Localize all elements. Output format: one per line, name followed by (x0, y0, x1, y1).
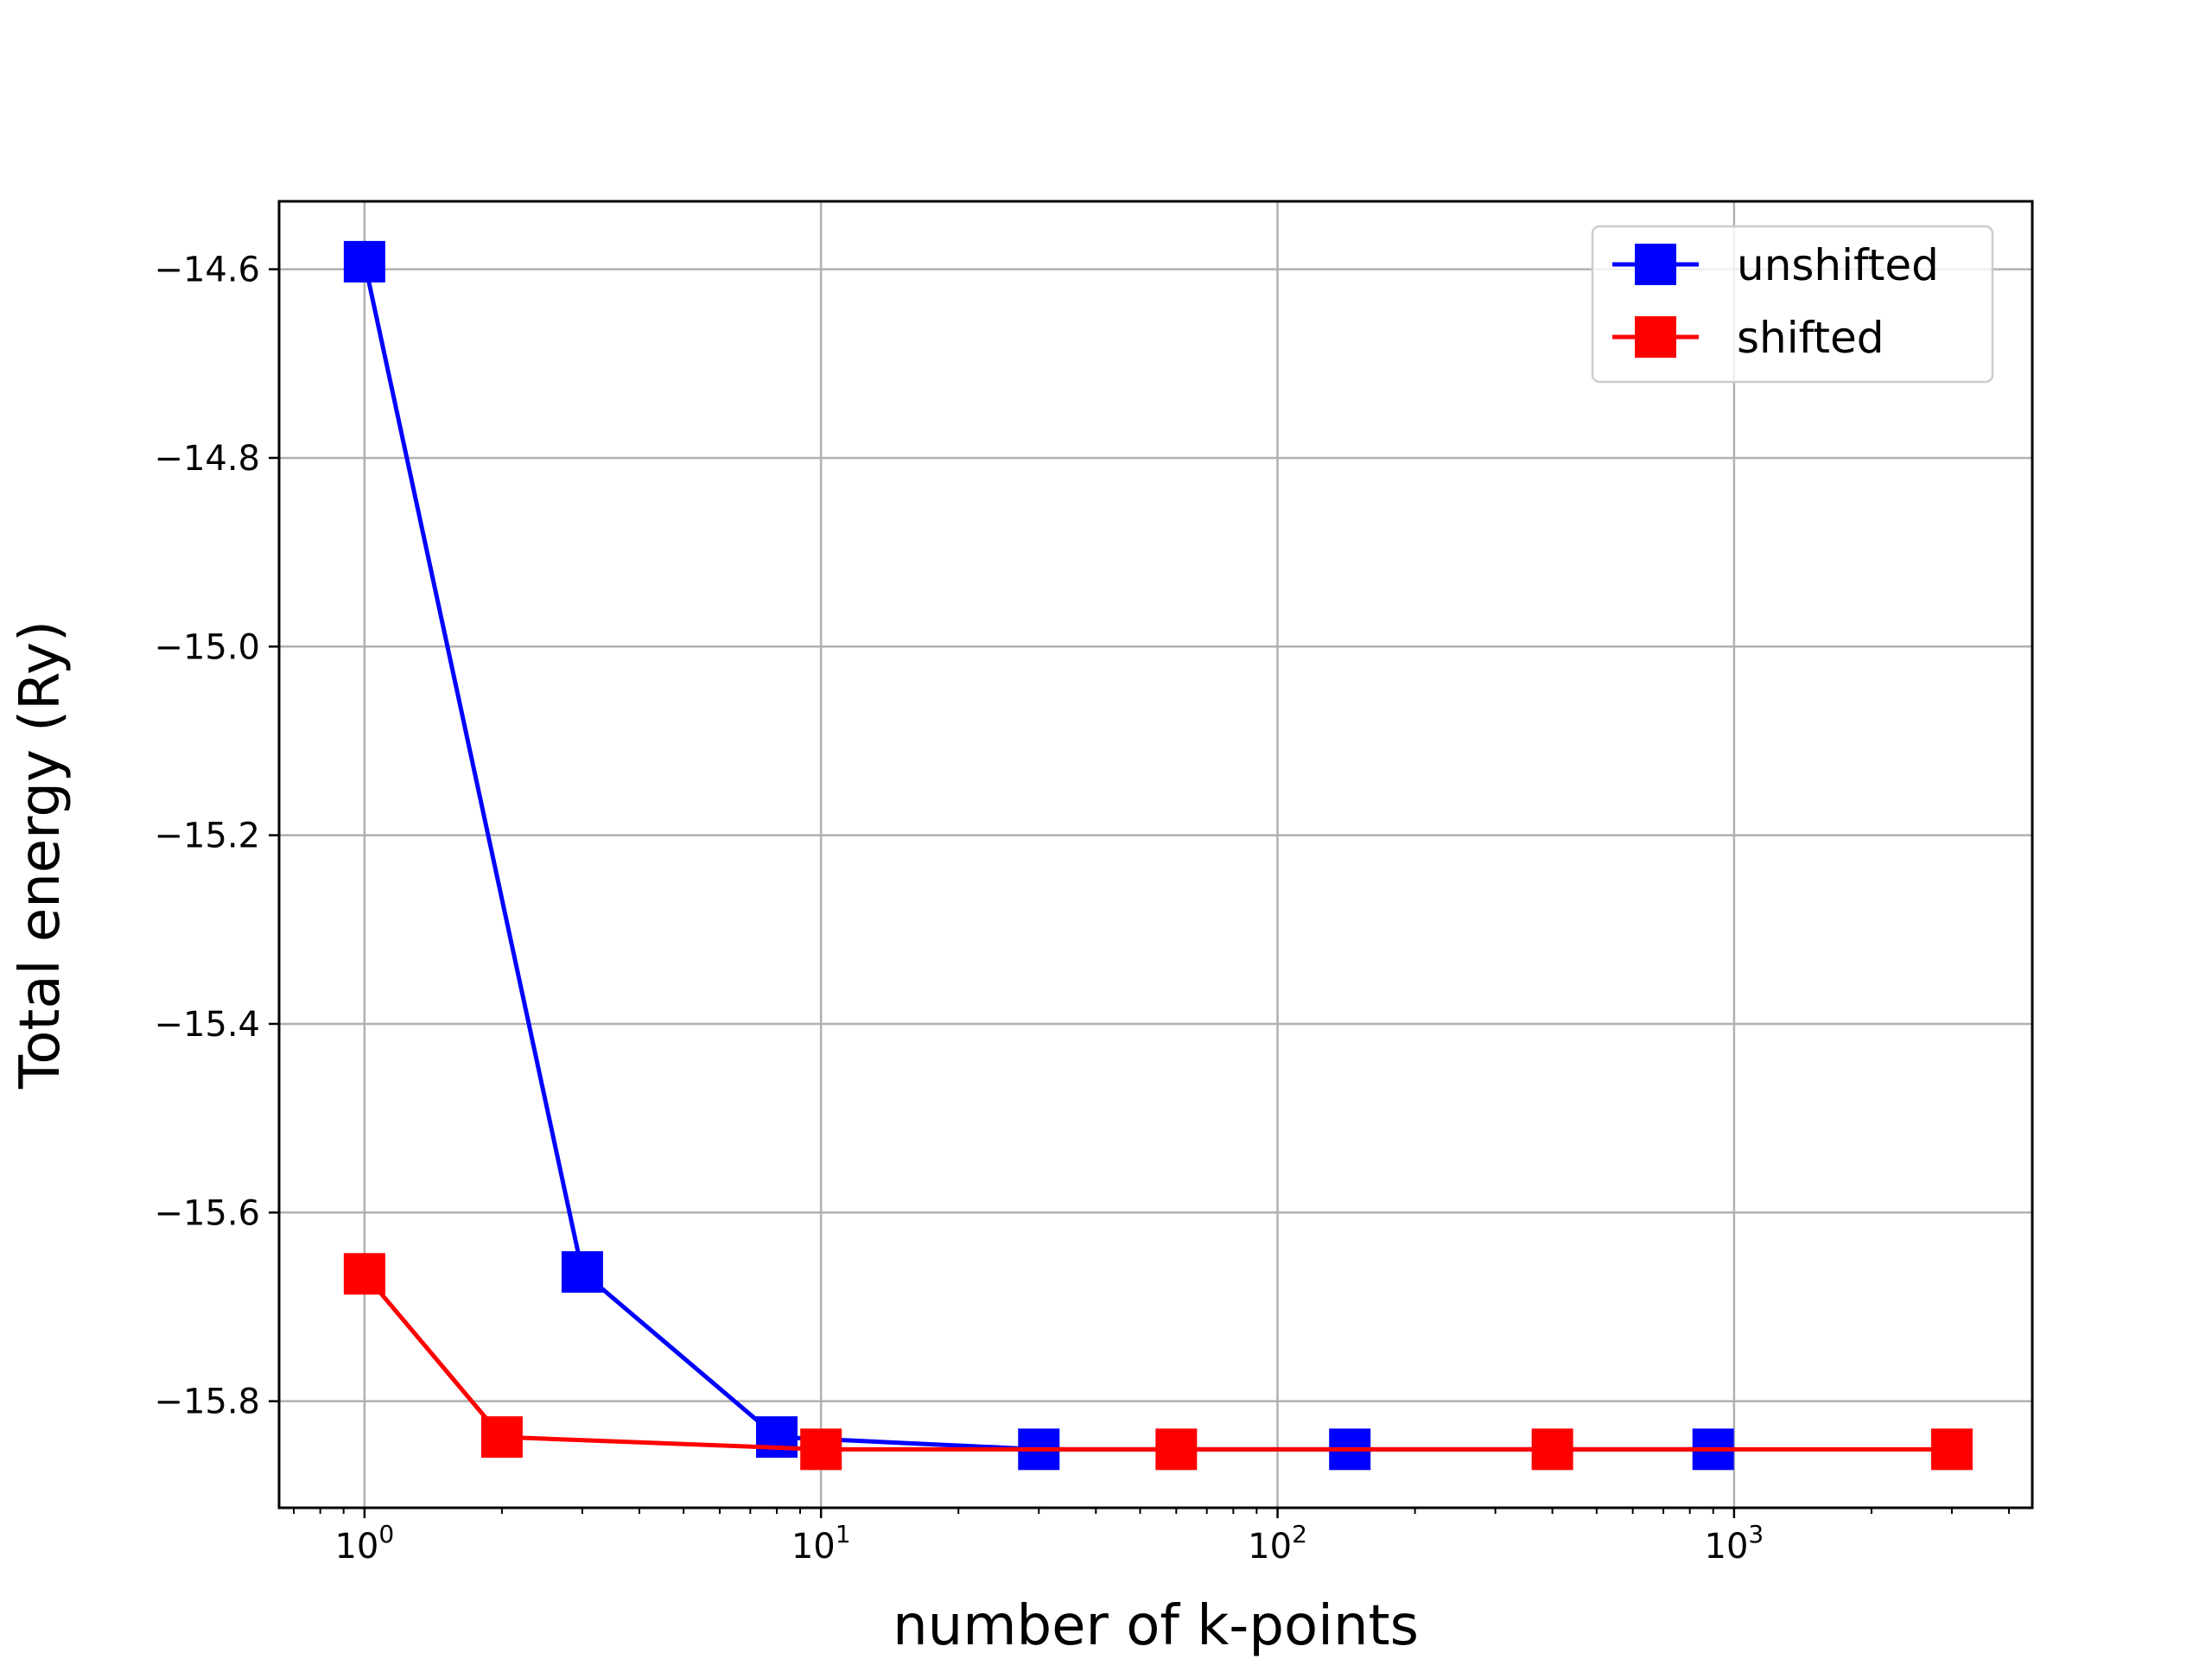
legend: unshifted shifted (1591, 225, 1994, 384)
y-tick-label: −15.4 (154, 1005, 260, 1045)
legend-marker (1635, 316, 1676, 358)
data-point-unshifted (343, 240, 385, 283)
grid (279, 201, 2032, 1508)
data-point-shifted (343, 1253, 385, 1295)
y-tick-label: −14.6 (154, 251, 260, 290)
data-point-shifted (480, 1416, 523, 1459)
y-tick-label: −14.8 (154, 439, 260, 479)
y-tick-label: −15.0 (154, 627, 260, 667)
x-minor-ticks (293, 1508, 2010, 1514)
data-point-shifted (1930, 1428, 1973, 1471)
x-axis-label: number of k-points (893, 1594, 1419, 1658)
series-shifted (343, 1253, 1973, 1471)
x-tick-labels: 100 101 102 103 (334, 1520, 1764, 1567)
y-axis-label: Total energy (Ry) (9, 620, 73, 1090)
x-tick-label: 100 (334, 1520, 394, 1567)
data-point-unshifted (755, 1416, 798, 1459)
legend-label: unshifted (1737, 240, 1939, 290)
legend-label: shifted (1737, 313, 1884, 363)
legend-item-unshifted: unshifted (1612, 240, 1939, 290)
plot-frame (277, 200, 2034, 1510)
data-point-shifted (1155, 1428, 1198, 1471)
legend-marker (1635, 244, 1676, 285)
y-tick-label: −15.6 (154, 1193, 260, 1233)
y-tick-label: −15.2 (154, 817, 260, 856)
series-line-shifted (362, 1272, 1952, 1452)
x-tick-label: 101 (791, 1520, 851, 1567)
data-point-shifted (1531, 1428, 1573, 1471)
legend-item-shifted: shifted (1612, 313, 1884, 363)
y-tick-label: −15.8 (154, 1382, 260, 1422)
major-ticks (269, 268, 1736, 1518)
data-point-shifted (800, 1428, 842, 1471)
x-tick-label: 103 (1705, 1520, 1764, 1567)
x-tick-label: 102 (1248, 1520, 1307, 1567)
data-point-unshifted (561, 1251, 603, 1294)
series-layer (343, 240, 1973, 1471)
y-tick-labels: −14.6 −14.8 −15.0 −15.2 −15.4 −15.6 −15.8 (154, 251, 260, 1422)
